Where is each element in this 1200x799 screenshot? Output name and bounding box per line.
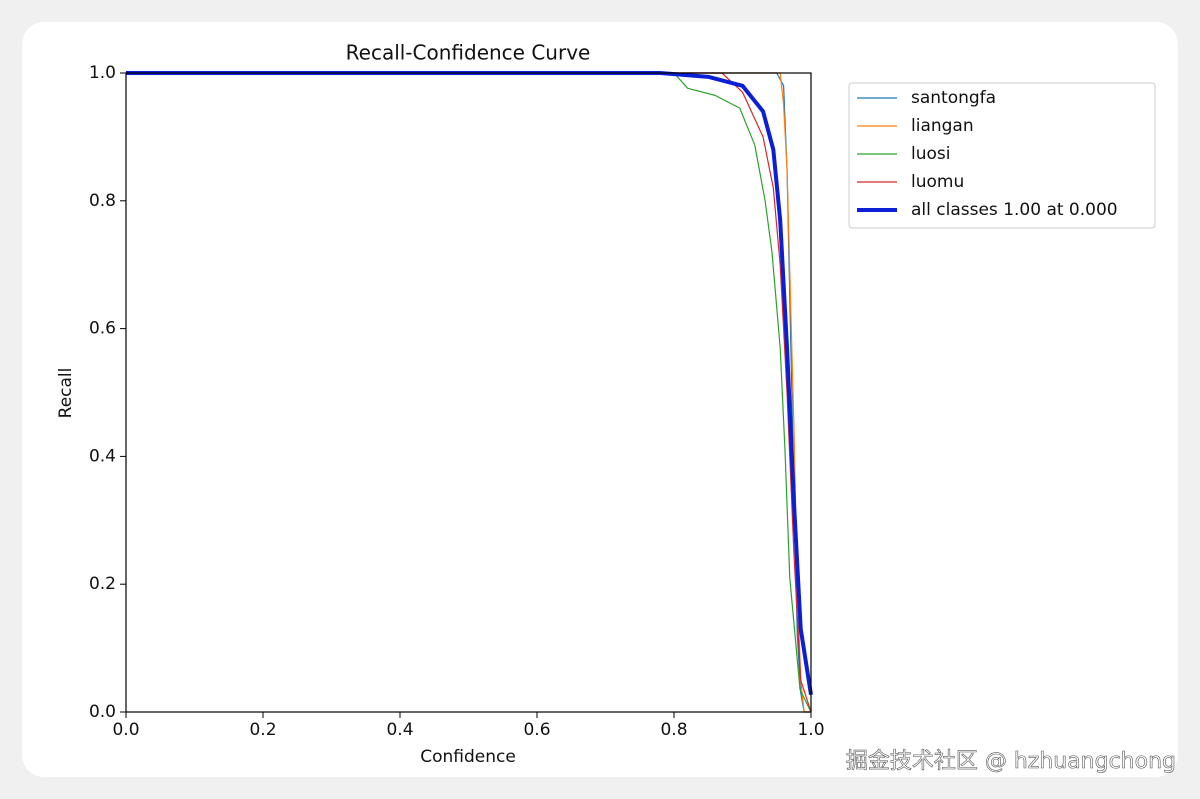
plot-frame xyxy=(125,72,812,713)
legend-label: liangan xyxy=(911,116,974,136)
x-tick-label: 0.2 xyxy=(249,720,276,740)
line-series xyxy=(126,72,811,713)
y-tick-label: 0.2 xyxy=(89,574,116,594)
line-series xyxy=(126,71,813,696)
x-tick-label: 0.0 xyxy=(112,720,139,740)
chart-title: Recall-Confidence Curve xyxy=(346,41,591,65)
x-tick-label: 1.0 xyxy=(797,720,824,740)
y-tick-label: 0.6 xyxy=(89,319,116,339)
x-axis-label: Confidence xyxy=(420,747,516,767)
line-series xyxy=(126,72,811,713)
legend-label: santongfa xyxy=(911,88,996,108)
line-series xyxy=(126,72,812,713)
x-tick-label: 0.4 xyxy=(386,720,413,740)
y-tick-label: 0.0 xyxy=(89,702,116,722)
legend-label: luosi xyxy=(911,144,950,164)
legend-label: luomu xyxy=(911,172,964,192)
watermark: 掘金技术社区 @ hzhuangchong xyxy=(846,749,1176,774)
legend-label: all classes 1.00 at 0.000 xyxy=(911,200,1118,220)
y-tick-label: 1.0 xyxy=(89,63,116,83)
y-tick-label: 0.4 xyxy=(89,446,116,466)
legend-box xyxy=(848,82,1156,229)
y-axis-label: Recall xyxy=(56,368,76,419)
y-tick-label: 0.8 xyxy=(89,191,116,211)
x-tick-label: 0.6 xyxy=(523,720,550,740)
line-series xyxy=(126,72,812,713)
x-tick-label: 0.8 xyxy=(660,720,687,740)
